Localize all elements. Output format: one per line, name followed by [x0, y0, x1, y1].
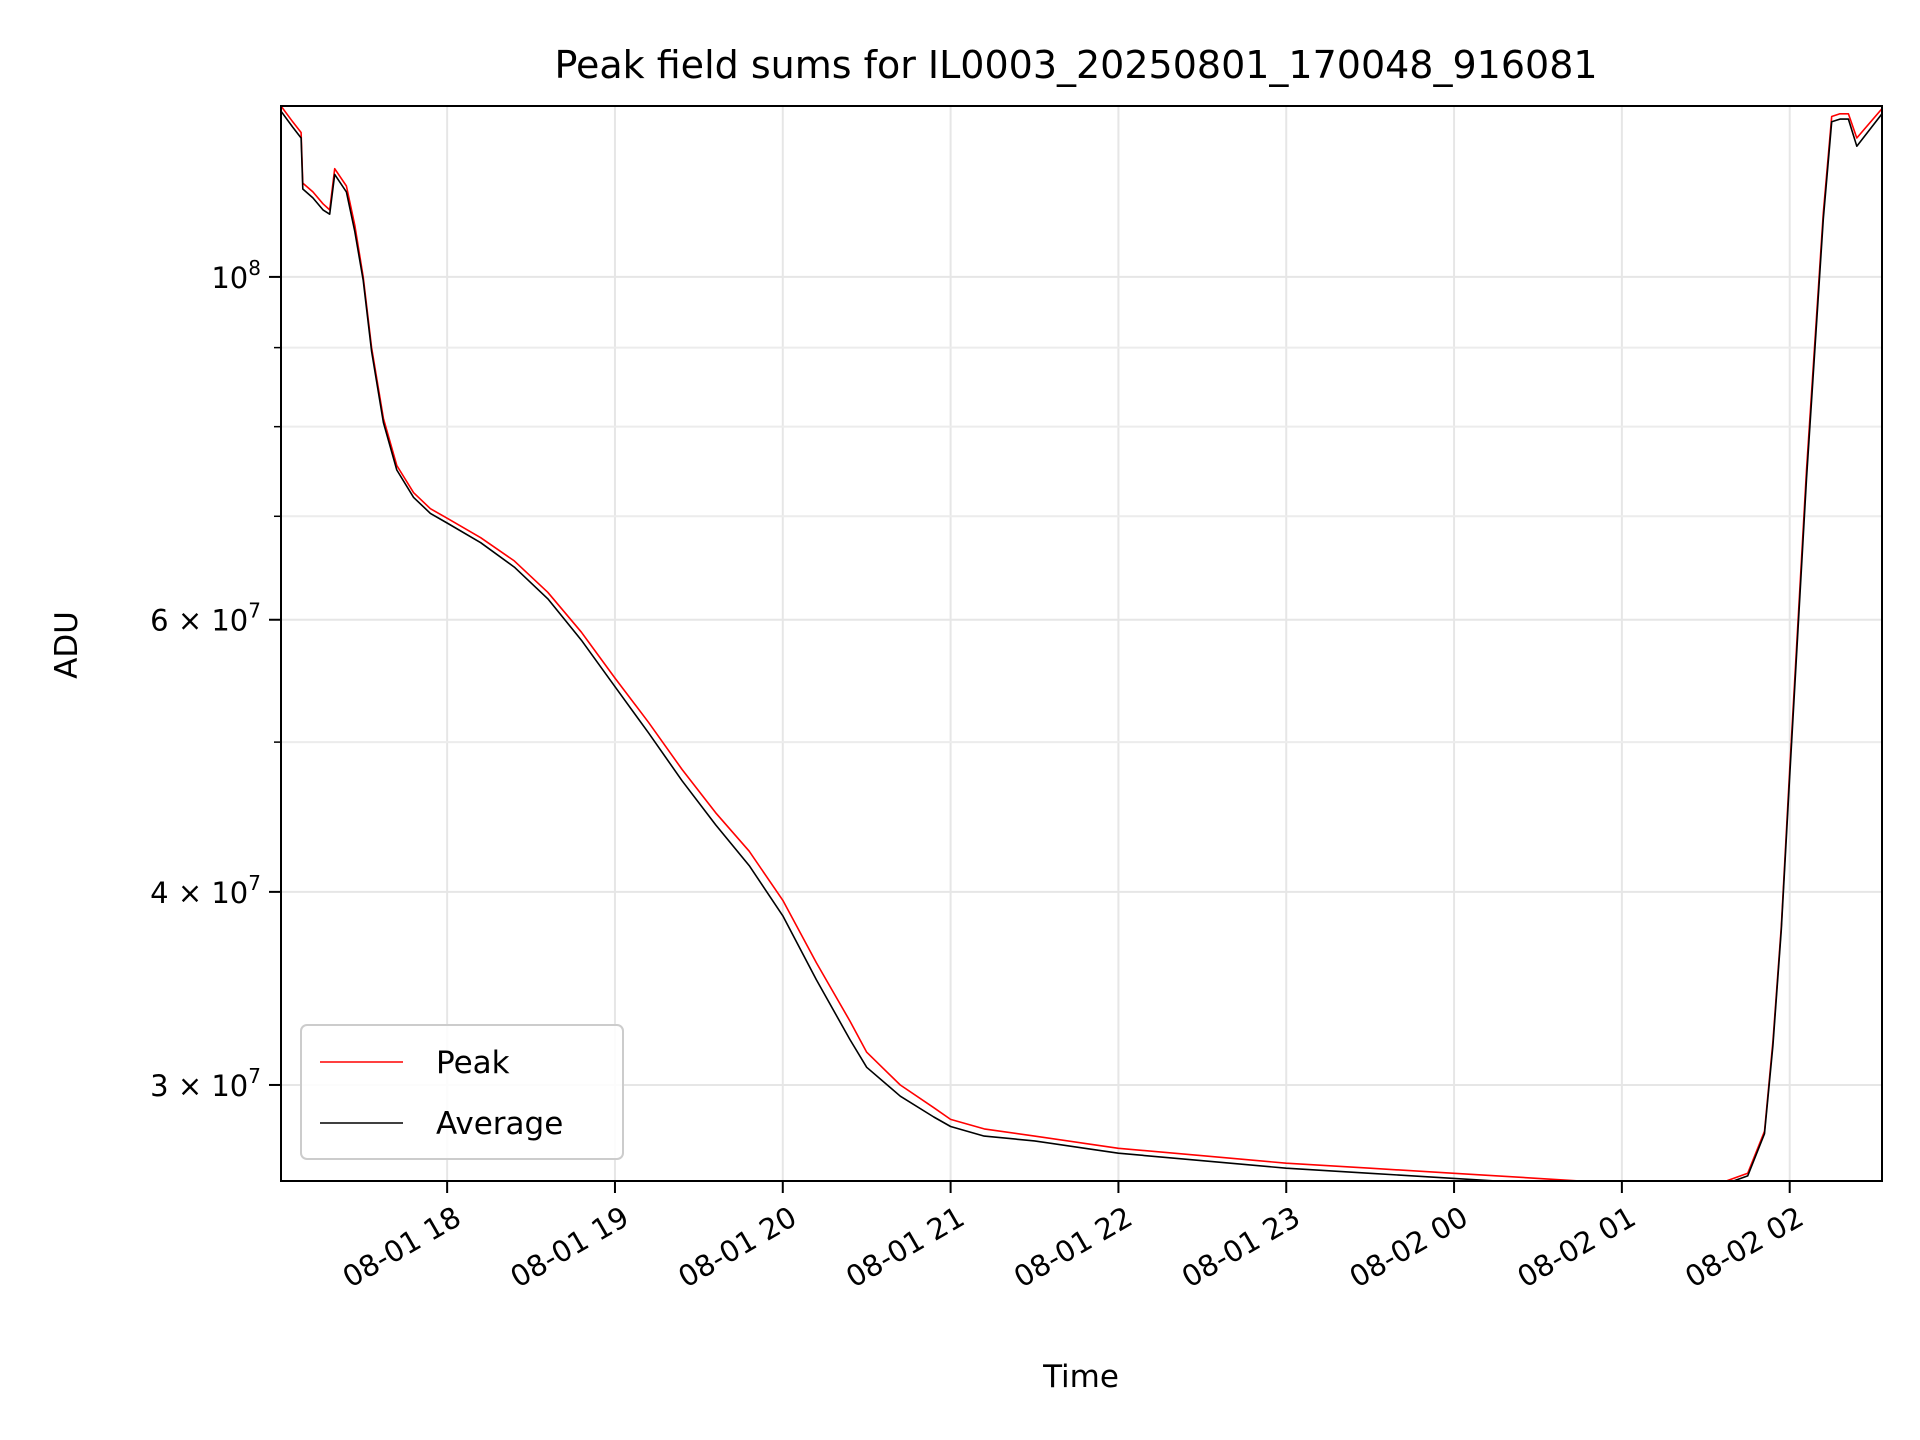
legend-label-peak: Peak	[436, 1045, 510, 1081]
x-axis-label: Time	[1042, 1359, 1119, 1395]
y-axis: 108 6 × 107 4 × 107 3 × 107	[150, 256, 281, 1103]
series-average-line	[281, 110, 1882, 1181]
chart-title: Peak field sums for IL0003_20250801_1700…	[554, 43, 1597, 87]
y-tick-label: 3 × 107	[150, 1064, 261, 1103]
plot-area	[281, 106, 1882, 1181]
legend-label-average: Average	[436, 1106, 563, 1142]
plot-frame	[280, 105, 1883, 1182]
y-axis-label: ADU	[49, 611, 85, 679]
y-tick-label: 6 × 107	[150, 599, 261, 638]
legend-box	[300, 1024, 624, 1160]
y-tick-label: 108	[211, 256, 261, 295]
legend: Peak Average	[300, 1024, 624, 1160]
grid	[281, 106, 1882, 1181]
y-tick-label: 4 × 107	[150, 871, 261, 910]
